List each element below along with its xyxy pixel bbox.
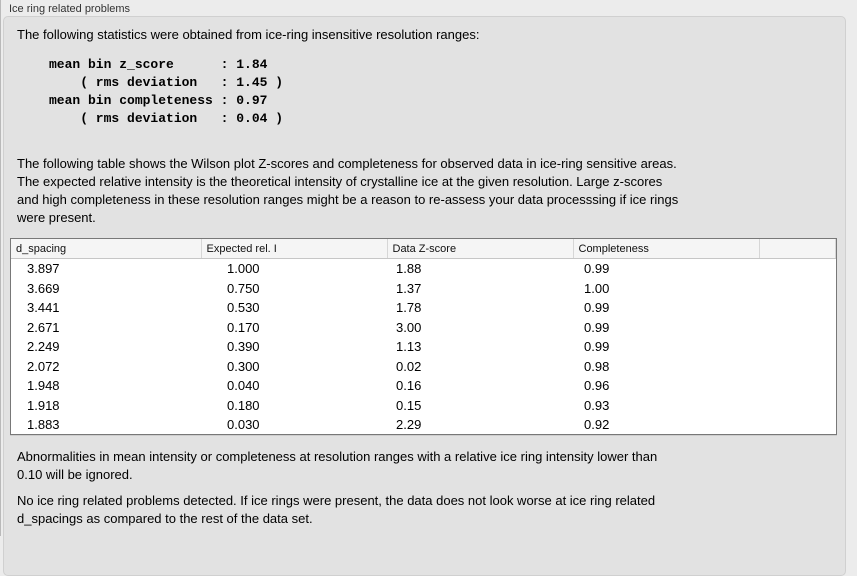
stats-intro-text: The following statistics were obtained f… — [17, 27, 480, 42]
table-cell — [759, 279, 836, 299]
column-header-d-spacing[interactable]: d_spacing — [11, 239, 202, 259]
table-cell: 1.37 — [396, 280, 422, 296]
ignore-rule-text: Abnormalities in mean intensity or compl… — [17, 449, 658, 482]
table-cell: 1.948 — [27, 378, 60, 394]
table-cell: 0.98 — [584, 358, 610, 374]
table-row[interactable]: 1.918 0.180 0.15 0.93 — [11, 396, 836, 416]
table-cell: 0.530 — [227, 300, 260, 316]
table-cell: 0.390 — [227, 339, 260, 355]
table-cell: 0.99 — [584, 339, 610, 355]
table-cell — [759, 259, 836, 279]
table-row[interactable]: 2.249 0.390 1.13 0.99 — [11, 337, 836, 357]
column-header-completeness[interactable]: Completeness — [573, 239, 760, 259]
table-cell: 0.99 — [584, 319, 610, 335]
table-cell: 1.88 — [396, 261, 422, 277]
table-cell: 2.072 — [27, 358, 60, 374]
ice-ring-table[interactable]: d_spacing Expected rel. I Data Z-score C… — [10, 238, 837, 435]
table-cell: 0.93 — [584, 397, 610, 413]
table-cell: 1.918 — [27, 397, 60, 413]
table-cell: 1.78 — [396, 300, 422, 316]
table-description-text: The following table shows the Wilson plo… — [17, 156, 679, 225]
table-cell: 0.300 — [227, 358, 260, 374]
stats-values-block: mean bin z_score : 1.84 ( rms deviation … — [49, 57, 284, 126]
table-cell: 0.170 — [227, 319, 260, 335]
table-cell: 3.669 — [27, 280, 60, 296]
column-header-expected-rel-i[interactable]: Expected rel. I — [201, 239, 388, 259]
table-cell: 0.16 — [396, 378, 422, 394]
table-cell: 1.00 — [584, 280, 610, 296]
table-cell — [759, 318, 836, 338]
table-body: 3.897 1.000 1.88 0.99 3.669 0.750 1.37 1.00 3.44… — [11, 259, 836, 435]
table-cell: 0.15 — [396, 397, 422, 413]
panel-title: Ice ring related problems — [9, 3, 131, 15]
table-cell: 0.99 — [584, 300, 610, 316]
table-row[interactable]: 1.948 0.040 0.16 0.96 — [11, 376, 836, 396]
column-header-empty[interactable] — [759, 239, 836, 259]
table-row[interactable]: 2.072 0.300 0.02 0.98 — [11, 357, 836, 377]
table-cell: 1.13 — [396, 339, 422, 355]
table-cell — [759, 357, 836, 377]
table-cell: 0.99 — [584, 261, 610, 277]
table-cell: 3.441 — [27, 300, 60, 316]
table-cell: 0.030 — [227, 417, 260, 433]
table-row[interactable]: 3.441 0.530 1.78 0.99 — [11, 298, 836, 318]
table-cell: 2.249 — [27, 339, 60, 355]
table-cell: 1.000 — [227, 261, 260, 277]
table-cell — [759, 337, 836, 357]
table-cell: 0.92 — [584, 417, 610, 433]
column-header-data-z-score[interactable]: Data Z-score — [387, 239, 574, 259]
table-cell: 2.29 — [396, 417, 422, 433]
table-cell — [759, 376, 836, 396]
table-cell: 0.02 — [396, 358, 422, 374]
table-cell — [759, 396, 836, 416]
ice-ring-data-table: d_spacing Expected rel. I Data Z-score C… — [11, 239, 836, 435]
table-cell: 3.00 — [396, 319, 422, 335]
table-cell: 2.671 — [27, 319, 60, 335]
table-cell: 1.883 — [27, 417, 60, 433]
table-row[interactable]: 2.671 0.170 3.00 0.99 — [11, 318, 836, 338]
table-cell — [759, 415, 836, 434]
table-cell: 0.96 — [584, 378, 610, 394]
table-row[interactable]: 3.669 0.750 1.37 1.00 — [11, 279, 836, 299]
table-header-row: d_spacing Expected rel. I Data Z-score C… — [11, 239, 836, 259]
table-cell — [759, 298, 836, 318]
table-cell: 0.040 — [227, 378, 260, 394]
table-cell: 0.750 — [227, 280, 260, 296]
conclusion-text: No ice ring related problems detected. I… — [17, 493, 656, 526]
table-cell: 0.180 — [227, 397, 260, 413]
table-cell: 3.897 — [27, 261, 60, 277]
table-row[interactable]: 1.883 0.030 2.29 0.92 — [11, 415, 836, 434]
table-row[interactable]: 3.897 1.000 1.88 0.99 — [11, 259, 836, 279]
